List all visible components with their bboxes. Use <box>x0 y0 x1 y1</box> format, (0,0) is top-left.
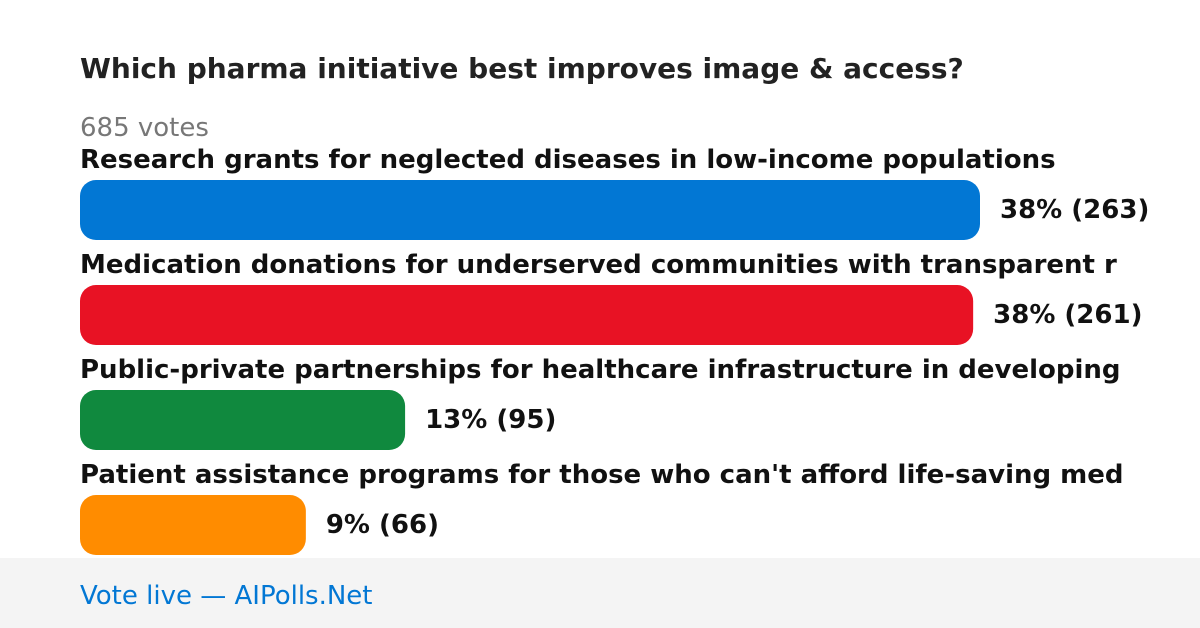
value-label: 38% (263) <box>1000 195 1149 225</box>
bar <box>80 495 306 555</box>
vote-count: 685 votes <box>80 113 209 143</box>
option-label: Patient assistance programs for those wh… <box>80 460 1124 490</box>
footer-bar <box>0 558 1200 628</box>
bar <box>80 390 406 450</box>
bar <box>80 285 974 345</box>
value-label: 9% (66) <box>326 510 439 540</box>
value-label: 38% (261) <box>993 300 1142 330</box>
chart-title: Which pharma initiative best improves im… <box>80 52 964 85</box>
option-label: Public-private partnerships for healthca… <box>80 355 1121 385</box>
value-label: 13% (95) <box>425 405 556 435</box>
option-label: Research grants for neglected diseases i… <box>80 145 1056 175</box>
bar <box>80 180 980 240</box>
footer-link[interactable]: Vote live — AIPolls.Net <box>80 581 373 611</box>
option-label: Medication donations for underserved com… <box>80 250 1117 280</box>
